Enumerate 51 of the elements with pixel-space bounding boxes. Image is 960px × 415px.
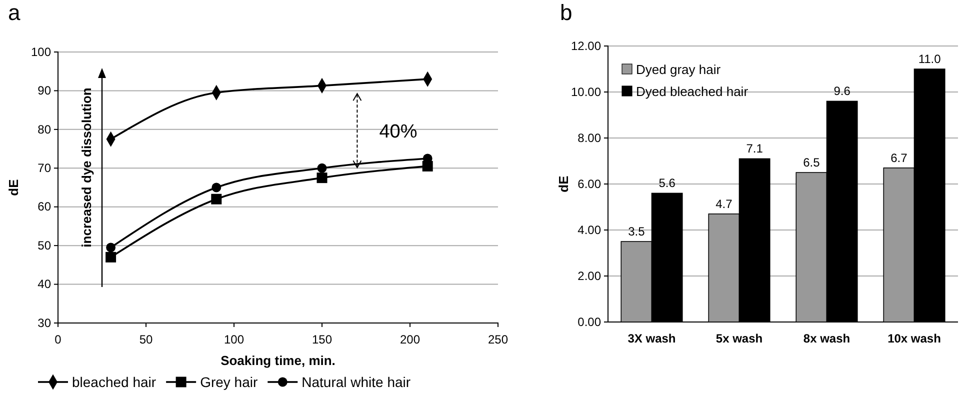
y-tick-label: 12.00 [570, 38, 602, 53]
x-tick-label: 150 [312, 332, 332, 347]
x-tick-label: 100 [224, 332, 244, 347]
y-tick-label: 4.00 [578, 222, 602, 237]
legend-label: Dyed bleached hair [636, 84, 749, 99]
y-tick-label: 30 [38, 316, 52, 330]
y-axis-title: dE [6, 178, 21, 196]
data-label: 3.5 [628, 224, 646, 238]
x-tick-label: 10x wash [888, 332, 941, 346]
point [317, 163, 327, 173]
x-axis-title: Soaking time, min. [220, 353, 336, 368]
x-tick-label: 250 [488, 332, 508, 347]
y-tick-label: 60 [38, 200, 52, 214]
y-tick-label: 70 [38, 160, 52, 175]
y-tick-label: 2.00 [578, 268, 602, 283]
data-label: 7.1 [746, 142, 764, 156]
annotation: 40% [379, 122, 418, 143]
y-tick-label: 0.00 [578, 314, 602, 329]
x-tick-label: 50 [139, 332, 153, 347]
legend-label: bleached hair [72, 374, 156, 390]
x-tick-label: 8x wash [803, 332, 850, 346]
data-label: 9.6 [834, 84, 851, 98]
legend-label: Dyed gray hair [636, 62, 722, 77]
point [106, 252, 116, 262]
y-tick-label: 80 [38, 122, 52, 136]
data-label: 11.0 [918, 52, 942, 66]
chart-title: a [8, 0, 21, 25]
legend-label: Grey hair [200, 374, 258, 390]
y-tick-label: 6.00 [578, 176, 602, 191]
y-tick-label: 90 [38, 84, 52, 98]
y-tick-label: 50 [38, 238, 52, 252]
data-label: 4.7 [716, 196, 733, 211]
point [211, 194, 222, 204]
data-label: 6.7 [890, 150, 908, 165]
x-tick-label: 3X wash [628, 332, 676, 346]
legend-label: Natural white hair [302, 374, 411, 390]
data-label: 5.6 [658, 176, 676, 190]
y-tick-label: 40 [38, 277, 52, 292]
y-axis-title: dE [556, 175, 571, 192]
point [212, 182, 222, 192]
data-label: 6.5 [803, 156, 820, 170]
y-tick-label: 100 [30, 44, 52, 59]
y-tick-label: 10.00 [570, 84, 602, 99]
x-tick-label: 0 [54, 332, 62, 347]
annotation: increased dye dissolution [79, 88, 94, 248]
x-tick-label: 200 [400, 332, 420, 347]
x-tick-label: 5x wash [716, 332, 763, 346]
y-tick-label: 8.00 [578, 130, 602, 145]
chart-title: b [560, 0, 572, 25]
point [106, 242, 116, 252]
point [316, 172, 328, 184]
